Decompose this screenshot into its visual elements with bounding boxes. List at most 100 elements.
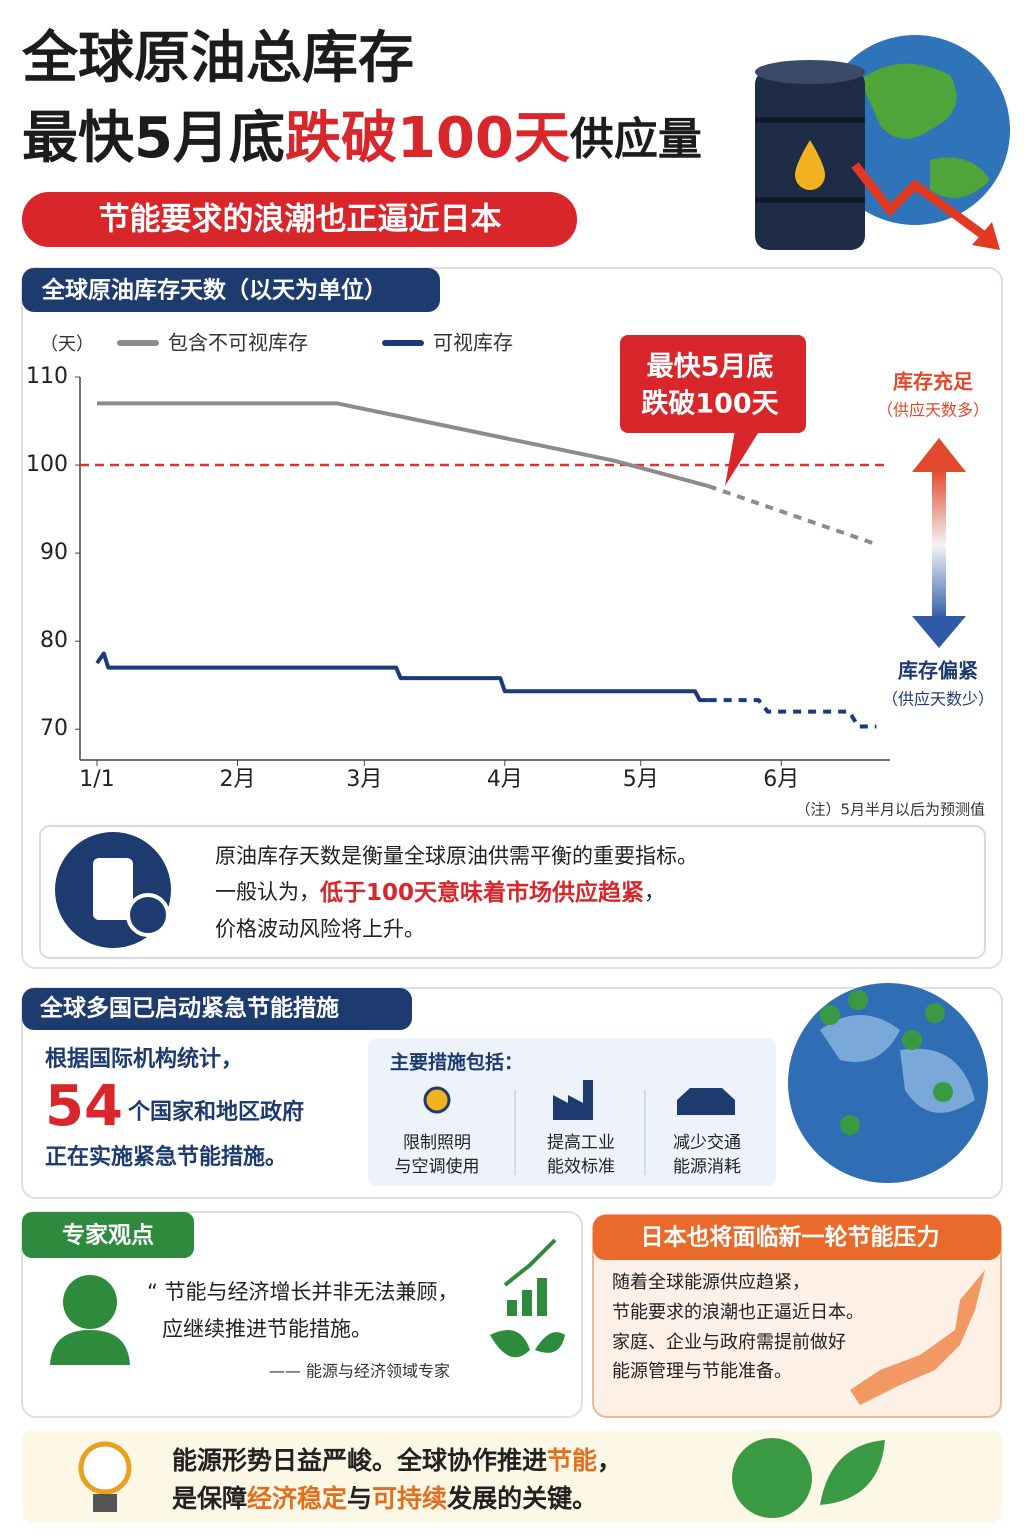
footer-highlight: 可持续 bbox=[372, 1484, 447, 1513]
pin bbox=[820, 1005, 840, 1025]
x-tick-label: 3月 bbox=[346, 767, 382, 792]
chart-title: 全球原油库存天数（以天为单位） bbox=[41, 277, 387, 304]
measures-tab bbox=[22, 988, 412, 1030]
footer-part: ， bbox=[597, 1446, 622, 1475]
earth-icon bbox=[732, 1438, 812, 1518]
list-title: 主要措施包括： bbox=[390, 1051, 523, 1074]
japan-title: 日本也将面临新一轮节能压力 bbox=[641, 1224, 940, 1251]
quote: “ 节能与经济增长并非无法兼顾， bbox=[147, 1280, 459, 1304]
measure-item: 与空调使用 bbox=[395, 1156, 480, 1177]
person-body bbox=[50, 1330, 130, 1365]
growth-bar bbox=[537, 1278, 547, 1316]
growth-bar bbox=[522, 1290, 532, 1316]
footer-part: 发展的关键。 bbox=[446, 1484, 597, 1513]
factory-icon bbox=[553, 1080, 593, 1120]
footer-part: 与 bbox=[347, 1484, 372, 1513]
info-text-part: 一般认为， bbox=[215, 880, 320, 904]
japan-text: 随着全球能源供应趋紧， bbox=[612, 1272, 810, 1293]
info-box bbox=[39, 825, 986, 959]
footer-highlight: 节能 bbox=[547, 1446, 597, 1475]
title: 全球原油总库存 bbox=[21, 26, 414, 91]
stat-intro: 根据国际机构统计， bbox=[45, 1046, 243, 1072]
pin bbox=[925, 1003, 945, 1023]
y-tick-label: 80 bbox=[40, 628, 68, 653]
legend-label: 可视库存 bbox=[433, 331, 513, 355]
quote-source: —— 能源与经济领域专家 bbox=[269, 1362, 450, 1381]
barrel-top bbox=[755, 60, 865, 84]
icon-barrel bbox=[93, 858, 133, 920]
expert-panel bbox=[21, 1211, 583, 1418]
scale-label: 库存偏紧 bbox=[898, 659, 978, 683]
growth-bar bbox=[507, 1300, 517, 1316]
scale-label: 库存充足 bbox=[893, 370, 974, 394]
info-text: 一般认为，低于100天意味着市场供应趋紧， bbox=[215, 879, 665, 906]
footer-highlight: 经济稳定 bbox=[247, 1484, 347, 1513]
x-tick-label: 2月 bbox=[219, 767, 255, 792]
icon-gauge bbox=[126, 893, 170, 937]
y-tick-label: 90 bbox=[40, 540, 68, 565]
pin bbox=[840, 1115, 860, 1135]
y-tick-label: 100 bbox=[26, 452, 68, 477]
growth-line bbox=[503, 1238, 557, 1287]
subtitle-pill bbox=[22, 192, 577, 247]
globe-land bbox=[860, 63, 990, 198]
footer-part: 是保障 bbox=[172, 1484, 247, 1513]
leaf-icon bbox=[490, 1330, 565, 1358]
pin bbox=[902, 1030, 922, 1050]
subtitle: 节能要求的浪潮也正逼近日本 bbox=[99, 202, 502, 238]
measure-item: 能源消耗 bbox=[673, 1157, 741, 1177]
info-text-part: ， bbox=[644, 880, 665, 904]
forecast-line bbox=[708, 698, 877, 729]
title-part: 供应量 bbox=[570, 114, 702, 165]
pin bbox=[933, 1082, 953, 1102]
chart-note: （注）5月半月以后为预测值 bbox=[795, 801, 985, 819]
series-line bbox=[95, 651, 709, 703]
expert-title: 专家观点 bbox=[62, 1222, 154, 1249]
chart-tab bbox=[22, 268, 440, 312]
title-highlight: 跌破100天 bbox=[285, 106, 570, 171]
callout-text: 最快5月底 bbox=[647, 351, 774, 383]
japan-map bbox=[850, 1270, 985, 1405]
person-icon bbox=[63, 1275, 117, 1329]
chart-panel bbox=[21, 267, 1003, 969]
expert-tab bbox=[22, 1212, 194, 1258]
stat-outro: 正在实施紧急节能措施。 bbox=[45, 1144, 287, 1170]
callout bbox=[620, 335, 806, 433]
pin bbox=[848, 990, 868, 1010]
info-text: 价格波动风险将上升。 bbox=[215, 917, 425, 941]
title-part: 最快5月底 bbox=[22, 106, 285, 171]
legend-label: 包含不可视库存 bbox=[168, 331, 308, 355]
quote: 应继续推进节能措施。 bbox=[162, 1317, 372, 1341]
y-tick-label: 70 bbox=[40, 716, 68, 741]
bulb-base bbox=[93, 1494, 117, 1512]
callout-text: 跌破100天 bbox=[641, 389, 778, 420]
stat-unit: 个国家和地区政府 bbox=[128, 1099, 304, 1125]
callout-pointer bbox=[725, 430, 760, 486]
arrow-head bbox=[972, 222, 1000, 250]
japan-text: 节能要求的浪潮也正逼近日本。 bbox=[612, 1302, 864, 1323]
car-icon bbox=[677, 1088, 735, 1115]
x-tick-label: 6月 bbox=[763, 767, 799, 792]
x-tick-label: 4月 bbox=[487, 767, 523, 792]
scale-arrow-up bbox=[912, 438, 966, 472]
y-tick-label: 110 bbox=[26, 364, 68, 389]
measure-item: 限制照明 bbox=[403, 1133, 471, 1153]
measure-item: 减少交通 bbox=[673, 1133, 741, 1153]
bulb-icon bbox=[423, 1086, 451, 1114]
x-tick-label: 1/1 bbox=[79, 767, 114, 792]
info-text: 原油库存天数是衡量全球原油供需平衡的重要指标。 bbox=[215, 844, 698, 868]
measure-item: 提高工业 bbox=[547, 1133, 615, 1153]
bulb-icon bbox=[78, 1441, 132, 1495]
footer-text: 能源形势日益严峻。全球协作推进节能， bbox=[172, 1446, 622, 1475]
japan-text: 家庭、企业与政府需提前做好 bbox=[612, 1332, 846, 1353]
down-arrow bbox=[851, 162, 993, 244]
scale-arrow-down bbox=[912, 616, 966, 648]
footer-text: 是保障经济稳定与可持续发展的关键。 bbox=[172, 1484, 597, 1513]
scale-sublabel: （供应天数多） bbox=[877, 401, 989, 420]
japan-tab bbox=[593, 1215, 1001, 1260]
oil-drop bbox=[795, 140, 825, 190]
y-unit: （天） bbox=[40, 334, 94, 355]
measures-title: 全球多国已启动紧急节能措施 bbox=[39, 995, 339, 1022]
scale-bar bbox=[932, 470, 946, 620]
